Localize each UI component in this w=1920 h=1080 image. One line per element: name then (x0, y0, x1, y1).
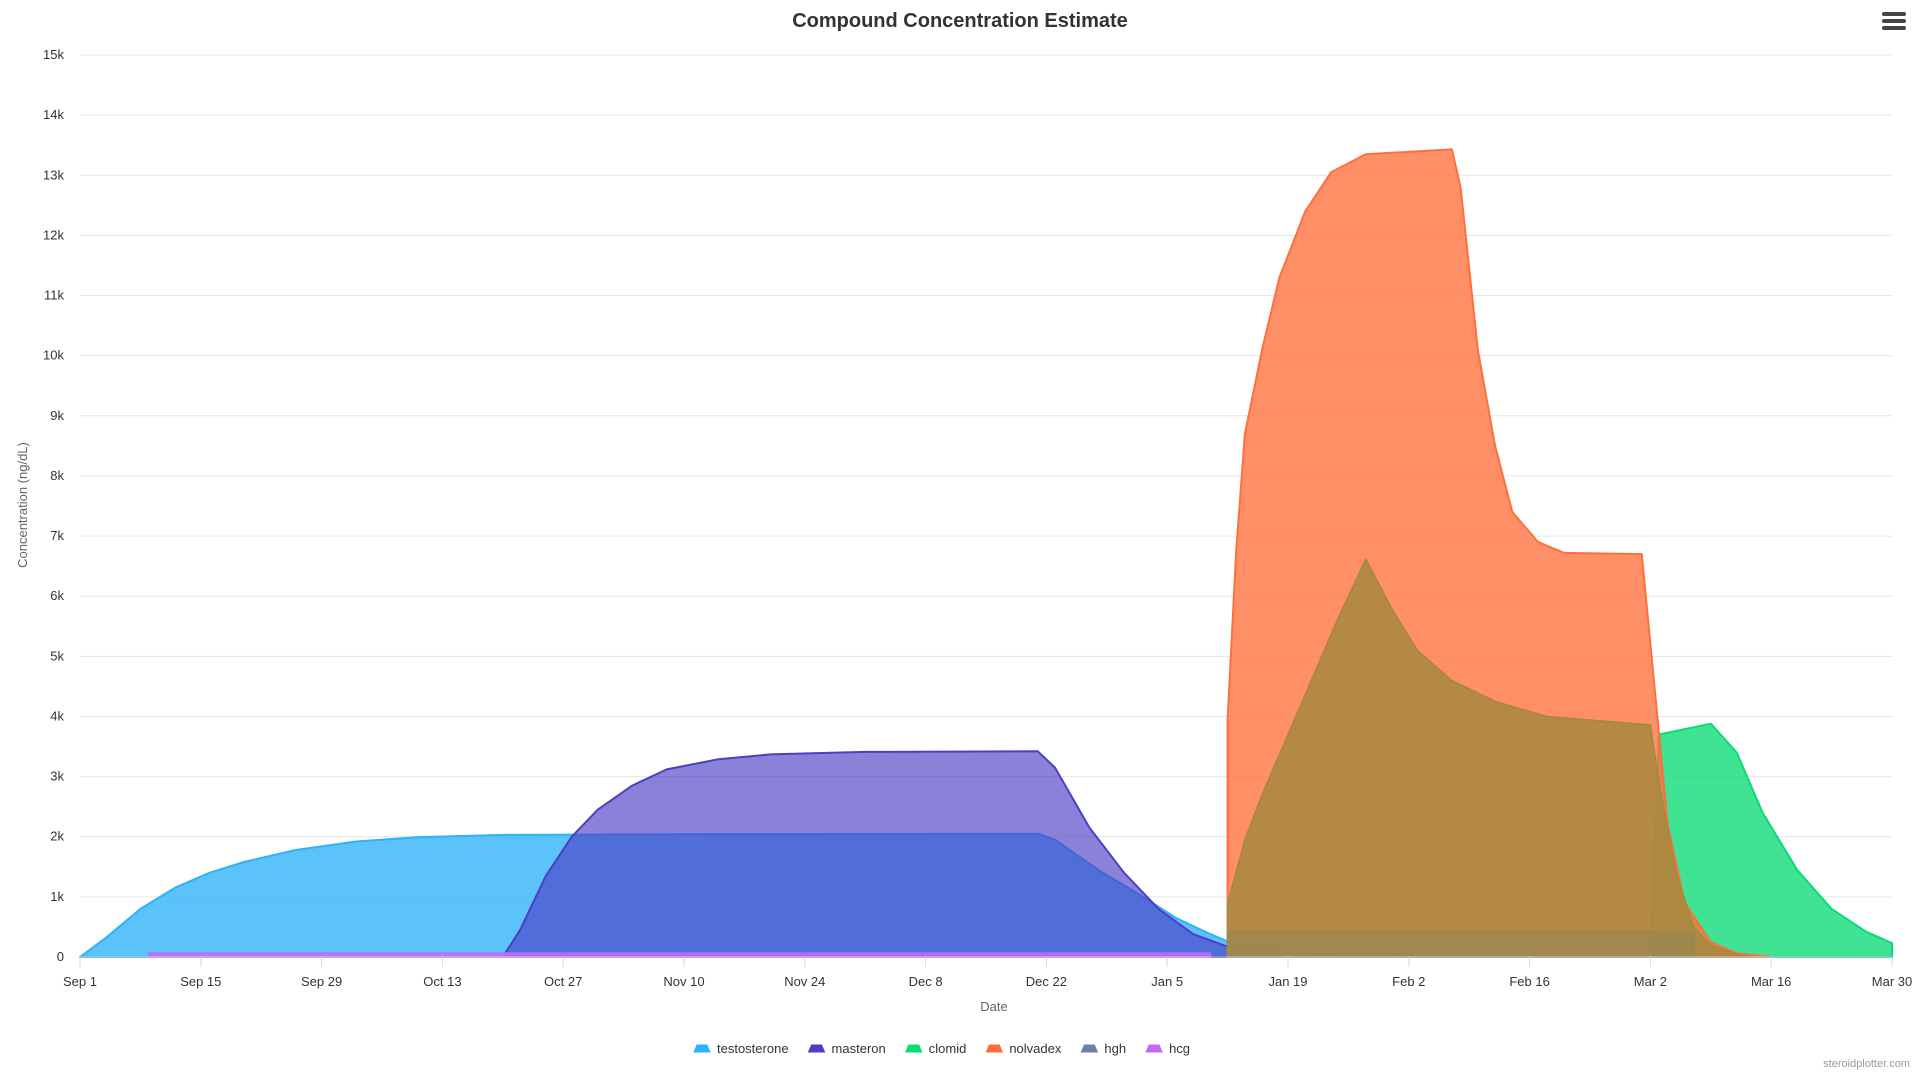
legend-symbol (1145, 1044, 1163, 1053)
x-tick-label: Oct 13 (423, 974, 461, 989)
y-tick-label: 10k (43, 348, 64, 363)
legend-symbol (985, 1044, 1004, 1053)
y-tick-label: 13k (43, 167, 64, 182)
y-tick-label: 11k (44, 288, 64, 303)
legend-symbol (904, 1044, 923, 1053)
y-axis-label: Concentration (ng/dL) (15, 442, 30, 568)
x-tick-label: Jan 5 (1151, 974, 1183, 989)
x-tick-label: Feb 2 (1392, 974, 1425, 989)
legend-item-clomid[interactable]: clomid (904, 1041, 967, 1056)
plot-grid (80, 54, 1892, 958)
x-tick-label: Mar 16 (1751, 974, 1791, 989)
legend-label: masteron (832, 1041, 886, 1056)
y-tick-label: 15k (43, 47, 64, 62)
overlap-area (1226, 558, 1755, 958)
legend-symbol (693, 1044, 711, 1053)
x-tick-label: Feb 16 (1509, 974, 1549, 989)
legend-label: testosterone (717, 1041, 789, 1056)
chart-title: Compound Concentration Estimate (792, 10, 1128, 32)
x-tick-label: Jan 19 (1268, 974, 1307, 989)
y-tick-label: 3k (50, 769, 64, 784)
legend-label: hcg (1169, 1041, 1190, 1056)
x-tick-label: Sep 1 (63, 974, 97, 989)
y-tick-label: 0 (57, 949, 64, 964)
x-tick-label: Nov 10 (663, 974, 704, 989)
x-tick-label: Sep 15 (180, 974, 221, 989)
legend-symbol (807, 1044, 826, 1053)
x-tick-label: Nov 24 (784, 974, 825, 989)
legend-item-hgh[interactable]: hgh (1080, 1041, 1126, 1056)
y-tick-label: 9k (50, 408, 64, 423)
legend-item-nolvadex[interactable]: nolvadex (985, 1041, 1062, 1056)
y-tick-label: 14k (43, 107, 64, 122)
y-tick-label: 4k (50, 708, 64, 723)
y-axis: 0 1k 2k 3k 4k 5k 6k 7k 8k 9k 10k 11k 12k 13k 14k 15k (43, 47, 64, 964)
y-tick-label: 8k (50, 468, 64, 483)
y-tick-label: 5k (50, 648, 64, 663)
series-area-clomid[interactable] (1649, 722, 1893, 958)
y-tick-label: 6k (50, 588, 64, 603)
x-tick-label: Dec 8 (909, 974, 943, 989)
x-tick-label: Oct 27 (544, 974, 582, 989)
legend-symbol (1080, 1044, 1099, 1053)
x-tick-label: Mar 30 (1872, 974, 1912, 989)
x-tick-label: Mar 2 (1634, 974, 1667, 989)
x-tick-label: Dec 22 (1026, 974, 1067, 989)
series-area-hcg[interactable] (148, 952, 1212, 958)
x-tick-label: Sep 29 (301, 974, 342, 989)
series-areas (79, 148, 1893, 958)
legend: testosterone masteron clomid nolvadex hgh hcg (693, 1041, 1190, 1056)
legend-item-hcg[interactable]: hcg (1145, 1041, 1190, 1056)
credits-link[interactable]: steroidplotter.com (1823, 1058, 1910, 1070)
legend-label: hgh (1104, 1041, 1126, 1056)
x-axis-label: Date (980, 999, 1007, 1014)
y-tick-label: 12k (43, 227, 64, 242)
x-axis: Sep 1 Sep 15 Sep 29 Oct 13 Oct 27 Nov 10 Nov 2… (63, 956, 1912, 989)
hamburger-menu-icon[interactable] (1882, 10, 1906, 32)
y-tick-label: 2k (50, 829, 64, 844)
legend-label: nolvadex (1009, 1041, 1062, 1056)
legend-item-testosterone[interactable]: testosterone (693, 1041, 789, 1056)
y-tick-label: 7k (50, 528, 64, 543)
legend-label: clomid (929, 1041, 967, 1056)
legend-item-masteron[interactable]: masteron (807, 1041, 886, 1056)
y-tick-label: 1k (50, 889, 64, 904)
